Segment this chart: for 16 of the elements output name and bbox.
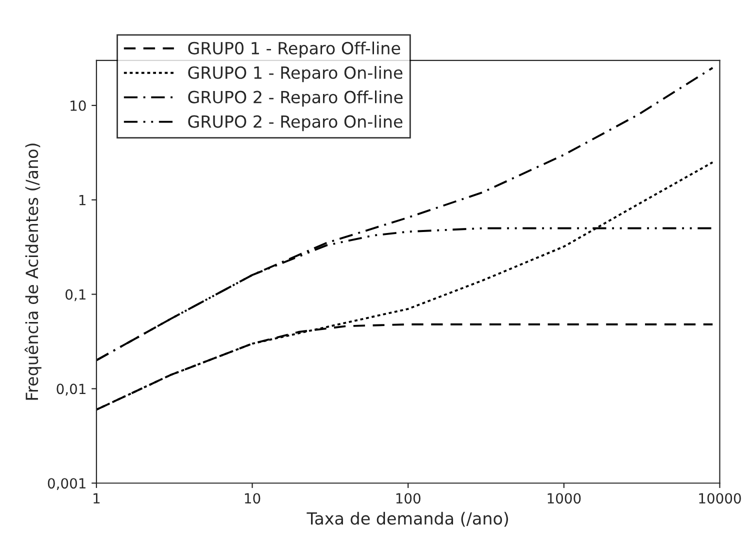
y-tick-label: 10 [70,100,86,111]
x-tick-label: 1 [94,493,100,504]
y-tick-label: 1 [79,195,86,206]
y-tick-label: 0,01 [56,384,86,396]
legend-label: GRUP0 1 - Reparo Off-line [188,42,400,58]
y-tick-label: 0,001 [48,478,86,490]
legend-label: GRUPO 2 - Reparo Off-line [188,90,403,107]
y-axis-title: Frequência de Acidentes (/ano) [24,144,42,400]
x-tick-label: 100 [396,493,420,504]
legend-label: GRUPO 2 - Reparo On-line [188,114,402,132]
y-tick-label: 0,1 [66,289,86,302]
x-tick-label: 1000 [548,493,581,504]
legend-label: GRUPO 1 - Reparo On-line [188,66,402,82]
x-axis-title: Taxa de demanda (/ano) [306,512,508,527]
x-tick-label: 10000 [699,493,741,504]
x-tick-label: 10 [244,493,260,504]
